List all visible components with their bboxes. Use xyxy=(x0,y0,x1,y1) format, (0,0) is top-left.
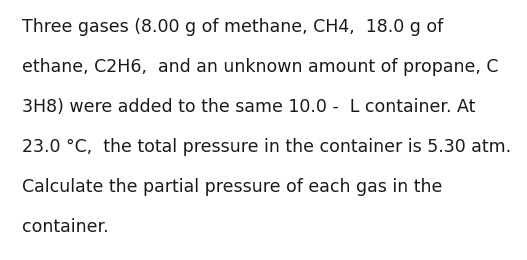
Text: ethane, C2H6,  and an unknown amount of propane, C: ethane, C2H6, and an unknown amount of p… xyxy=(22,58,499,76)
Text: Three gases (8.00 g of methane, CH4,  18.0 g of: Three gases (8.00 g of methane, CH4, 18.… xyxy=(22,18,443,36)
Text: container.: container. xyxy=(22,218,109,236)
Text: 3H8) were added to the same 10.0 -  L container. At: 3H8) were added to the same 10.0 - L con… xyxy=(22,98,475,116)
Text: Calculate the partial pressure of each gas in the: Calculate the partial pressure of each g… xyxy=(22,178,442,196)
Text: 23.0 °C,  the total pressure in the container is 5.30 atm.: 23.0 °C, the total pressure in the conta… xyxy=(22,138,511,156)
